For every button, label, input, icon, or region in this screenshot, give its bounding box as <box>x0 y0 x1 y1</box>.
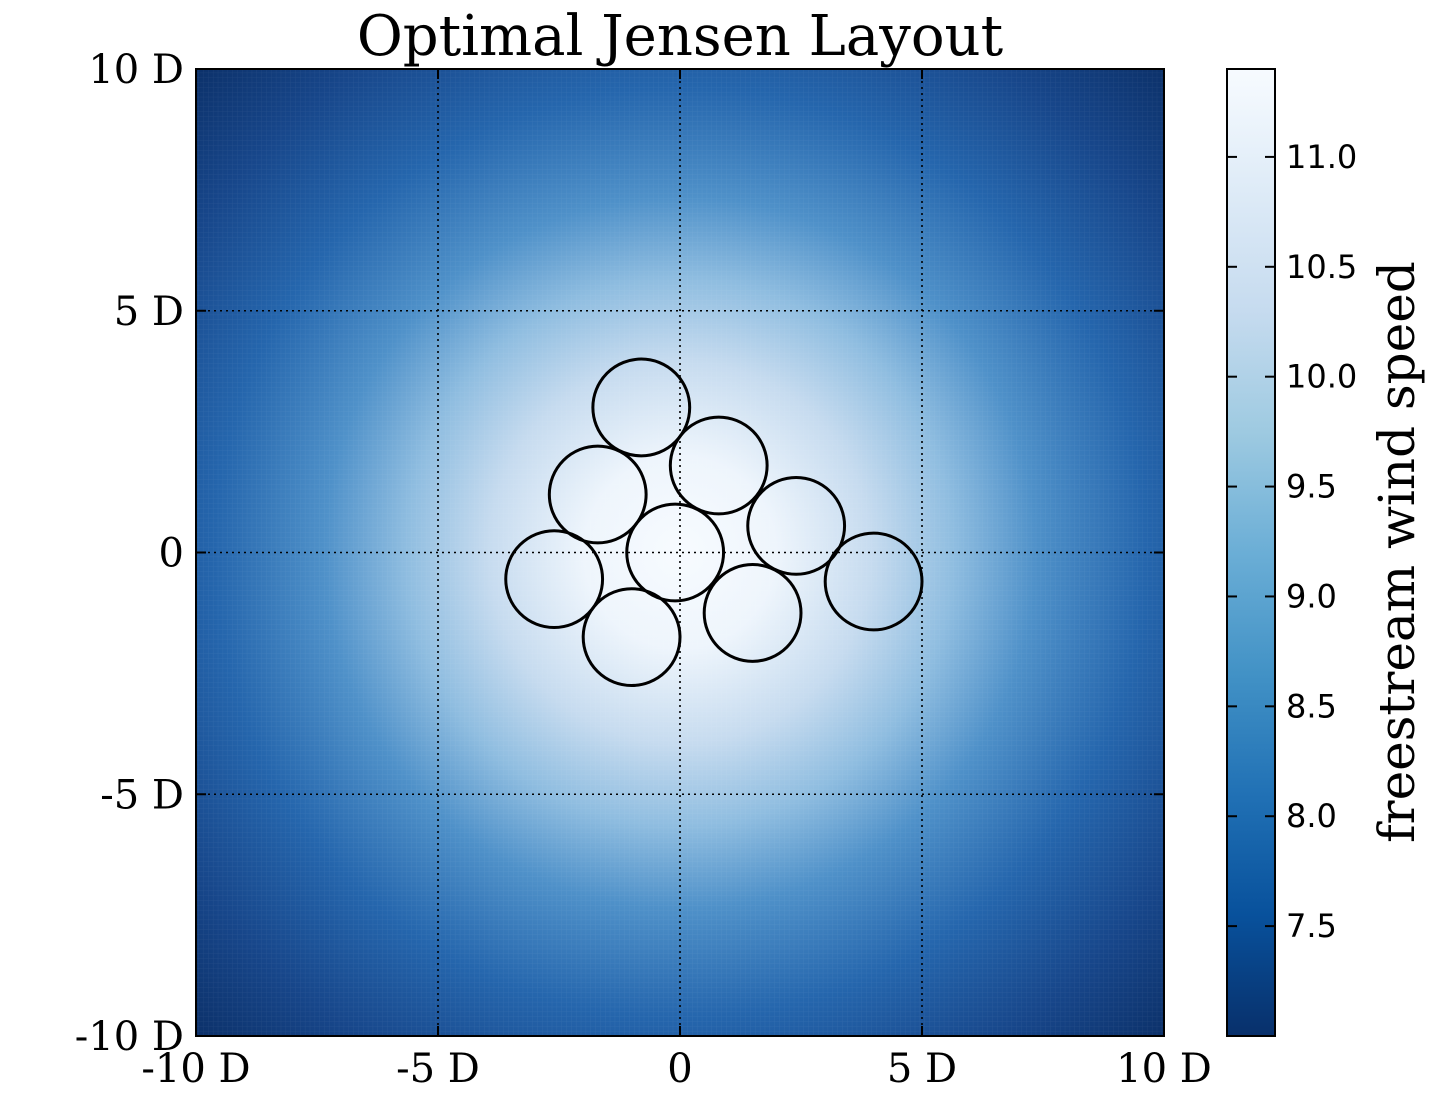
grid-lines <box>196 69 1164 1036</box>
colorbar-tick-label: 8.5 <box>1286 687 1337 725</box>
y-tick-label: 0 <box>159 531 184 577</box>
x-tick-labels: -10 D -5 D 0 5 D 10 D <box>141 1046 1211 1092</box>
turbine-marker <box>668 415 769 516</box>
axis-ticks <box>195 68 1165 1037</box>
colorbar-tick-label: 9.0 <box>1286 577 1337 615</box>
x-tick-label: 5 D <box>887 1046 957 1092</box>
colorbar-ticks: 7.5 8.0 8.5 9.0 9.5 10.0 10.5 11.0 <box>1227 138 1357 945</box>
turbine-marker <box>504 529 605 629</box>
x-tick-label: 0 <box>667 1046 692 1092</box>
x-tick-label: 10 D <box>1116 1046 1212 1092</box>
colorbar-tick-label: 11.0 <box>1286 138 1357 176</box>
y-tick-label: 5 D <box>114 289 184 335</box>
colorbar-label: freestream wind speed <box>1368 261 1426 843</box>
turbine-marker <box>823 531 924 632</box>
y-tick-labels: -10 D -5 D 0 5 D 10 D <box>75 47 184 1060</box>
y-tick-label: -10 D <box>75 1014 184 1060</box>
x-tick-label: -10 D <box>141 1046 250 1092</box>
y-tick-label: 10 D <box>88 47 184 93</box>
turbine-marker <box>702 563 803 663</box>
colorbar: 7.5 8.0 8.5 9.0 9.5 10.0 10.5 11.0 freestream w… <box>1226 68 1426 1037</box>
x-tick-label: -5 D <box>396 1046 480 1092</box>
turbine-marker <box>746 476 847 576</box>
turbine-marker <box>591 357 692 458</box>
colorbar-tick-label: 7.5 <box>1286 907 1337 945</box>
plot-area <box>195 68 1165 1037</box>
turbine-layout <box>504 357 924 688</box>
colorbar-tick-label: 10.5 <box>1286 248 1357 286</box>
colorbar-tick-label: 9.5 <box>1286 468 1337 506</box>
colorbar-tick-label: 10.0 <box>1286 358 1357 396</box>
turbine-marker <box>547 444 648 545</box>
colorbar-scale <box>1226 68 1276 1037</box>
chart-title: Optimal Jensen Layout <box>357 4 1004 69</box>
turbine-marker <box>581 587 682 688</box>
colorbar-tick-label: 8.0 <box>1286 797 1337 835</box>
y-tick-label: -5 D <box>100 772 184 818</box>
turbine-marker <box>625 502 726 603</box>
